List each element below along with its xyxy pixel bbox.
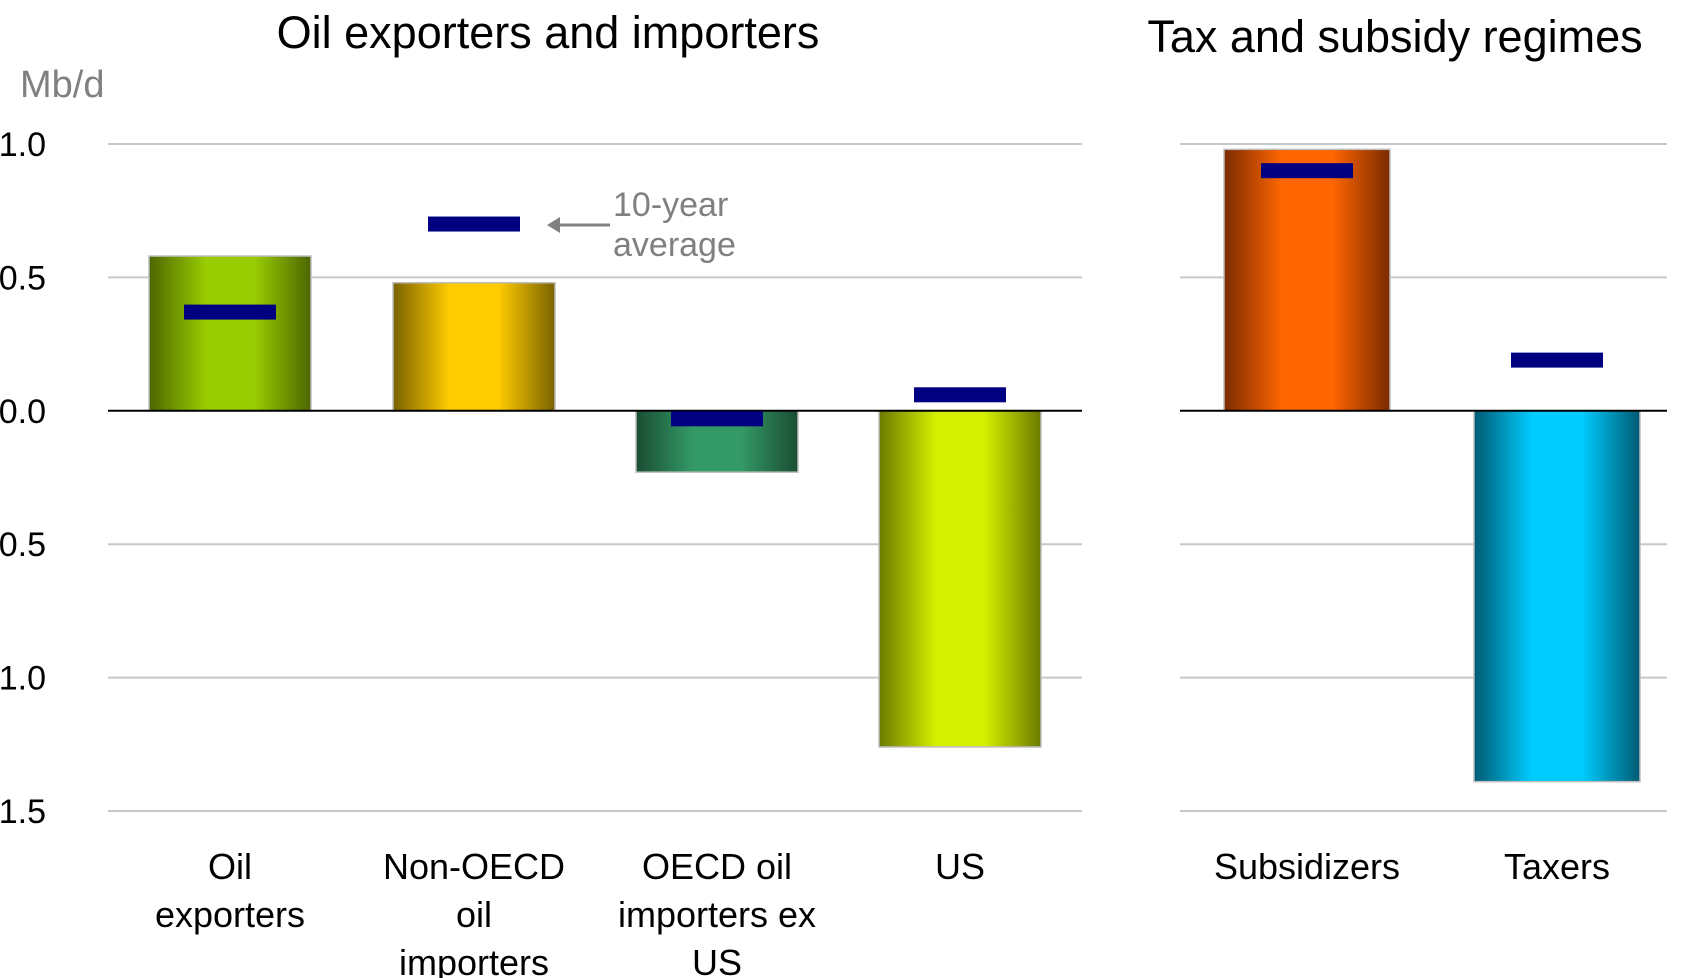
- bar: [392, 281, 556, 412]
- y-axis-label: Mb/d: [20, 64, 104, 106]
- y-tick-label: 0.5: [0, 259, 46, 297]
- ten-year-average-marker: [914, 387, 1006, 403]
- bar: [1473, 410, 1641, 783]
- category-label: US: [692, 942, 742, 978]
- category-label: Non-OECD: [383, 846, 565, 887]
- bar: [878, 410, 1042, 748]
- category-label: OECD oil: [642, 846, 792, 887]
- bars-right: [1223, 148, 1641, 783]
- y-tick-label: 1.0: [0, 126, 46, 164]
- y-tick-label: -1.5: [0, 793, 46, 831]
- y-tick-label: -0.5: [0, 526, 46, 564]
- category-label: importers ex: [618, 894, 816, 935]
- annotation-text-line1: 10-year: [613, 186, 728, 224]
- category-label: importers: [399, 942, 549, 978]
- chart-title-left: Oil exporters and importers: [277, 7, 820, 58]
- annotation-arrow-head: [547, 217, 560, 233]
- ten-year-average-marker: [184, 304, 276, 320]
- category-label: oil: [456, 894, 492, 935]
- ten-year-average-annotation: 10-year average: [547, 186, 736, 264]
- annotation-text-line2: average: [613, 226, 736, 264]
- category-label: US: [935, 846, 985, 887]
- category-label: exporters: [155, 894, 305, 935]
- ten-year-average-markers: [184, 163, 1603, 427]
- category-label: Oil: [208, 846, 252, 887]
- category-label: Subsidizers: [1214, 846, 1400, 887]
- ten-year-average-marker: [1511, 352, 1603, 368]
- x-axis-category-labels: Oil exporters Non-OECD oil importers OECD oil…: [155, 846, 1610, 978]
- chart-title-right: Tax and subsidy regimes: [1147, 11, 1642, 62]
- bar: [148, 255, 312, 412]
- y-tick-label: 0.0: [0, 393, 46, 431]
- y-tick-label: -1.0: [0, 660, 46, 698]
- bars-left: [148, 255, 1042, 748]
- y-axis-tick-labels: 1.0 0.5 0.0 -0.5 -1.0 -1.5: [0, 126, 46, 831]
- ten-year-average-marker: [671, 411, 763, 427]
- bar: [1223, 148, 1391, 412]
- ten-year-average-marker: [1261, 163, 1353, 179]
- category-label: Taxers: [1504, 846, 1610, 887]
- ten-year-average-marker: [428, 216, 520, 232]
